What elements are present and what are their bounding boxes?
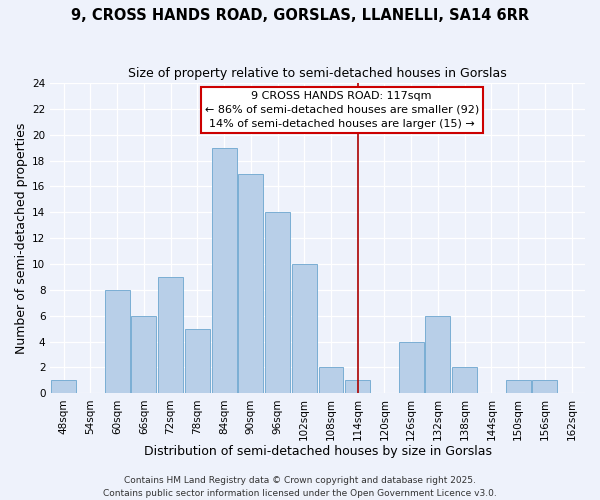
Text: 9, CROSS HANDS ROAD, GORSLAS, LLANELLI, SA14 6RR: 9, CROSS HANDS ROAD, GORSLAS, LLANELLI, … (71, 8, 529, 22)
Bar (158, 277, 183, 394)
X-axis label: Distribution of semi-detached houses by size in Gorslas: Distribution of semi-detached houses by … (143, 444, 491, 458)
Text: 9 CROSS HANDS ROAD: 117sqm
← 86% of semi-detached houses are smaller (92)
14% of: 9 CROSS HANDS ROAD: 117sqm ← 86% of semi… (205, 91, 479, 129)
Bar (319, 368, 343, 394)
Bar (131, 316, 157, 394)
Bar (532, 380, 557, 394)
Title: Size of property relative to semi-detached houses in Gorslas: Size of property relative to semi-detach… (128, 68, 507, 80)
Bar (292, 264, 317, 394)
Bar (345, 380, 370, 394)
Bar (104, 290, 130, 394)
Bar (212, 148, 236, 394)
Bar (185, 328, 210, 394)
Text: Contains HM Land Registry data © Crown copyright and database right 2025.
Contai: Contains HM Land Registry data © Crown c… (103, 476, 497, 498)
Bar (265, 212, 290, 394)
Y-axis label: Number of semi-detached properties: Number of semi-detached properties (15, 122, 28, 354)
Bar (506, 380, 530, 394)
Bar (399, 342, 424, 394)
Bar (586, 380, 600, 394)
Bar (238, 174, 263, 394)
Bar (452, 368, 477, 394)
Bar (425, 316, 451, 394)
Bar (51, 380, 76, 394)
